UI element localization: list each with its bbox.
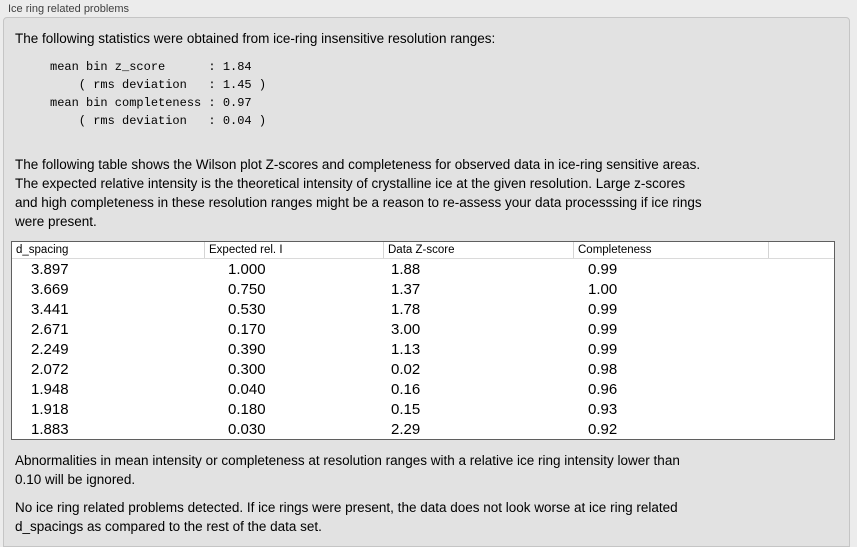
table-cell: 3.669 bbox=[31, 280, 69, 298]
table-cell: 0.92 bbox=[588, 420, 618, 438]
table-row[interactable]: 1.883 0.030 2.29 0.92 bbox=[12, 419, 834, 439]
table-cell: 1.37 bbox=[391, 280, 421, 298]
stats-block: mean bin z_score : 1.84 ( rms deviation … bbox=[50, 60, 267, 128]
table-row[interactable]: 3.897 1.000 1.88 0.99 bbox=[12, 259, 834, 279]
table-cell: 1.00 bbox=[588, 280, 618, 298]
table-cell: 2.671 bbox=[31, 320, 69, 338]
table-cell: 0.93 bbox=[588, 400, 618, 418]
table-cell: 1.13 bbox=[391, 340, 421, 358]
table-cell: 0.15 bbox=[391, 400, 421, 418]
table-cell: 1.000 bbox=[228, 260, 266, 278]
table-cell: 0.390 bbox=[228, 340, 266, 358]
table-cell: 0.300 bbox=[228, 360, 266, 378]
table-row[interactable]: 2.072 0.300 0.02 0.98 bbox=[12, 359, 834, 379]
column-header-d-spacing[interactable]: d_spacing bbox=[12, 242, 205, 258]
table-cell: 0.530 bbox=[228, 300, 266, 318]
table-header-row: d_spacing Expected rel. I Data Z-score C… bbox=[12, 242, 834, 259]
ice-ring-panel: The following statistics were obtained f… bbox=[3, 17, 850, 547]
column-header-filler bbox=[769, 242, 834, 258]
column-header-data-z-score[interactable]: Data Z-score bbox=[384, 242, 574, 258]
table-cell: 0.170 bbox=[228, 320, 266, 338]
ignore-note-text: Abnormalities in mean intensity or compl… bbox=[15, 453, 680, 487]
table-cell: 0.02 bbox=[391, 360, 421, 378]
table-cell: 0.180 bbox=[228, 400, 266, 418]
table-cell: 1.78 bbox=[391, 300, 421, 318]
table-cell: 0.030 bbox=[228, 420, 266, 438]
table-cell: 2.249 bbox=[31, 340, 69, 358]
table-cell: 1.918 bbox=[31, 400, 69, 418]
table-cell: 0.040 bbox=[228, 380, 266, 398]
table-cell: 0.99 bbox=[588, 320, 618, 338]
table-cell: 3.897 bbox=[31, 260, 69, 278]
table-cell: 1.948 bbox=[31, 380, 69, 398]
ice-ring-table[interactable]: d_spacing Expected rel. I Data Z-score C… bbox=[11, 241, 835, 440]
description-text: The following table shows the Wilson plo… bbox=[15, 157, 702, 229]
table-row[interactable]: 2.249 0.390 1.13 0.99 bbox=[12, 339, 834, 359]
column-header-expected-rel-i[interactable]: Expected rel. I bbox=[205, 242, 384, 258]
table-cell: 0.99 bbox=[588, 300, 618, 318]
table-cell: 0.16 bbox=[391, 380, 421, 398]
table-cell: 0.750 bbox=[228, 280, 266, 298]
column-header-completeness[interactable]: Completeness bbox=[574, 242, 769, 258]
table-row[interactable]: 1.918 0.180 0.15 0.93 bbox=[12, 399, 834, 419]
panel-title: Ice ring related problems bbox=[8, 3, 130, 15]
table-row[interactable]: 2.671 0.170 3.00 0.99 bbox=[12, 319, 834, 339]
table-body: 3.897 1.000 1.88 0.99 3.669 0.750 1.37 1.00 3.44… bbox=[12, 259, 834, 439]
table-cell: 3.441 bbox=[31, 300, 69, 318]
table-cell: 0.96 bbox=[588, 380, 618, 398]
table-cell: 0.99 bbox=[588, 340, 618, 358]
table-cell: 1.88 bbox=[391, 260, 421, 278]
intro-text: The following statistics were obtained f… bbox=[15, 31, 496, 46]
table-row[interactable]: 3.669 0.750 1.37 1.00 bbox=[12, 279, 834, 299]
table-cell: 0.99 bbox=[588, 260, 618, 278]
table-cell: 2.29 bbox=[391, 420, 421, 438]
table-cell: 3.00 bbox=[391, 320, 421, 338]
conclusion-text: No ice ring related problems detected. I… bbox=[15, 500, 678, 534]
table-cell: 2.072 bbox=[31, 360, 69, 378]
table-cell: 0.98 bbox=[588, 360, 618, 378]
table-row[interactable]: 3.441 0.530 1.78 0.99 bbox=[12, 299, 834, 319]
table-cell: 1.883 bbox=[31, 420, 69, 438]
table-row[interactable]: 1.948 0.040 0.16 0.96 bbox=[12, 379, 834, 399]
